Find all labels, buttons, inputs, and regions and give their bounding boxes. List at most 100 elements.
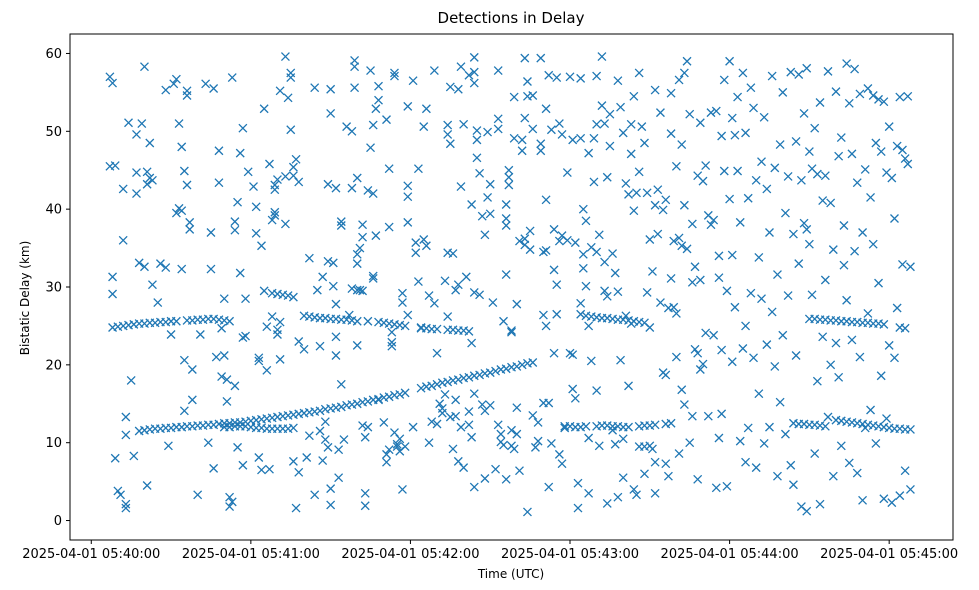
detection-point (424, 438, 434, 448)
detection-point (147, 175, 157, 185)
detection-point (640, 138, 649, 148)
detection-point (121, 412, 131, 422)
detection-point (666, 418, 676, 428)
detection-point (847, 335, 857, 345)
detection-point (443, 312, 453, 322)
detection-point (852, 178, 862, 188)
detection-point (445, 82, 455, 92)
detection-point (831, 87, 841, 97)
detection-point (685, 438, 695, 448)
detection-point (677, 385, 687, 395)
detection-point (762, 340, 772, 350)
detection-point (469, 52, 479, 62)
detection-point (687, 411, 697, 421)
detection-point (397, 298, 407, 308)
detection-point (613, 492, 623, 502)
detection-point (453, 84, 463, 94)
detection-point (493, 420, 503, 430)
detection-point (355, 285, 365, 295)
detection-point (363, 396, 373, 406)
detection-point (323, 179, 333, 189)
detection-point (884, 122, 894, 132)
detection-point (491, 464, 501, 474)
detection-point (640, 469, 649, 479)
detection-point (464, 372, 474, 382)
detection-point (368, 120, 378, 130)
detection-point (464, 70, 474, 80)
detection-point (225, 502, 235, 511)
detection-point (850, 64, 860, 74)
detection-point (280, 52, 290, 62)
detection-point (650, 457, 660, 467)
detection-point (698, 176, 708, 186)
detection-point (552, 280, 562, 290)
detection-point (674, 449, 684, 459)
detection-point (584, 433, 594, 443)
detection-point (336, 221, 346, 230)
detection-point (467, 338, 477, 348)
detection-point (501, 270, 511, 280)
detection-point (464, 407, 474, 417)
detection-point (650, 420, 660, 430)
detection-point (291, 154, 301, 164)
detection-point (453, 280, 463, 290)
detection-point (363, 186, 373, 195)
detection-point (469, 287, 479, 297)
detection-point (783, 291, 793, 301)
detection-point (403, 181, 413, 191)
y-tick-label: 40 (45, 203, 62, 218)
detection-point (836, 441, 846, 451)
detection-point (703, 411, 713, 421)
detection-point (770, 361, 780, 371)
x-tick-label: 2025-04-01 05:42:00 (341, 547, 479, 562)
detection-point (413, 164, 423, 174)
detection-point (451, 395, 461, 405)
detection-point (395, 389, 405, 399)
detection-point (679, 400, 689, 410)
detection-point (858, 228, 868, 237)
detection-point (592, 386, 602, 395)
detection-point (132, 129, 141, 139)
detection-point (443, 120, 453, 130)
detection-point (536, 146, 546, 156)
detection-point (451, 285, 461, 295)
detection-point (905, 262, 915, 272)
detection-point (554, 119, 564, 128)
detection-point (778, 87, 788, 97)
detection-point (363, 316, 373, 326)
detection-point (169, 79, 179, 89)
detection-point (413, 277, 423, 287)
detection-point (549, 224, 559, 234)
detection-point (576, 298, 586, 308)
detection-point (773, 471, 782, 481)
detection-point (419, 122, 429, 132)
detection-point (616, 102, 626, 112)
detection-point (608, 425, 618, 435)
detection-point (554, 236, 564, 246)
detection-point (469, 389, 479, 399)
detection-point (472, 153, 482, 163)
detection-point (421, 241, 431, 251)
detection-point (251, 228, 261, 238)
detection-point (161, 263, 171, 272)
detection-point (762, 184, 772, 194)
detection-point (105, 72, 115, 82)
y-tick-label: 0 (54, 514, 62, 529)
detection-point (608, 249, 618, 258)
detection-point (288, 292, 298, 302)
detection-point (671, 161, 681, 171)
detection-point (350, 83, 360, 93)
detection-point (520, 53, 530, 63)
detection-point (480, 474, 490, 483)
detection-point (108, 78, 118, 88)
detection-point (578, 204, 588, 214)
detection-point (496, 429, 506, 439)
detection-point (397, 288, 407, 298)
detection-point (634, 167, 644, 177)
detection-point (499, 440, 508, 450)
detection-point (227, 73, 237, 83)
detection-point (602, 291, 612, 301)
detection-point (177, 142, 187, 152)
detection-point (421, 104, 431, 114)
